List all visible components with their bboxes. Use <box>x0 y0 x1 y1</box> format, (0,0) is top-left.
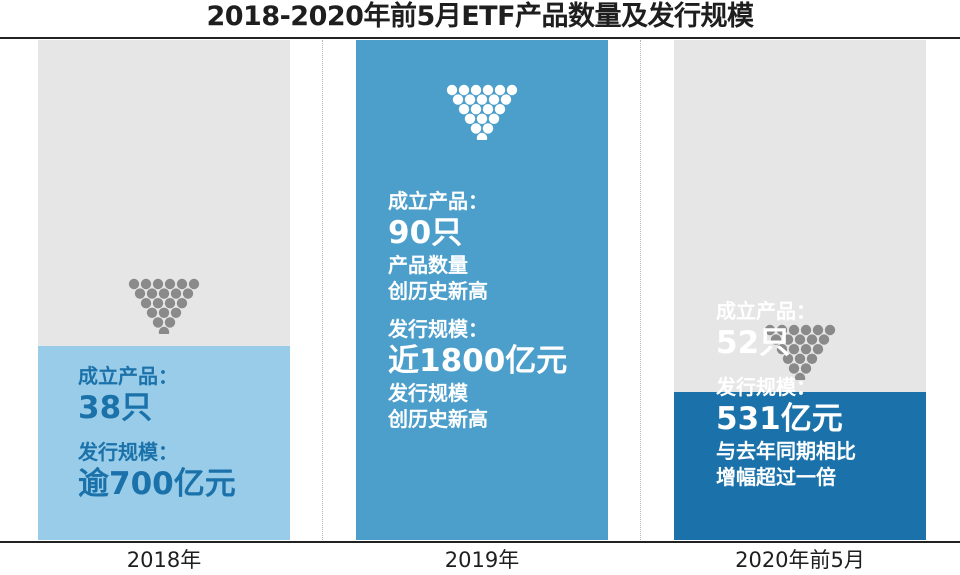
funnel-dot <box>176 298 188 309</box>
funnel-dot <box>794 372 806 380</box>
funnel-dot <box>812 324 824 336</box>
funnel-dot <box>146 288 158 299</box>
funnel-dot <box>164 278 176 290</box>
bar-2020 <box>674 392 926 540</box>
funnel-dot <box>800 324 812 336</box>
funnel-dot <box>476 94 488 105</box>
scale-label: 发行规模： <box>78 440 178 464</box>
funnel-dots-icon <box>128 278 200 334</box>
count-label: 成立产品： <box>78 364 178 388</box>
funnel-dot <box>788 324 800 336</box>
funnel-dot <box>818 334 830 345</box>
x-tick-label: 2019年 <box>444 548 520 572</box>
funnel-dot <box>158 307 170 318</box>
funnel-dot <box>476 132 488 140</box>
scale-label: 发行规模： <box>388 317 488 341</box>
funnel-dots-icon <box>764 324 836 380</box>
count-value: 38只 <box>78 390 153 426</box>
funnel-dot <box>494 104 506 115</box>
funnel-dot <box>824 324 836 336</box>
funnel-dot <box>446 84 458 96</box>
top-rule <box>0 37 960 39</box>
column-separator <box>640 40 641 540</box>
funnel-dot <box>464 113 476 124</box>
funnel-dot <box>794 334 806 345</box>
funnel-dot <box>452 94 464 105</box>
count-value: 90只 <box>388 215 463 251</box>
funnel-dot <box>806 353 818 364</box>
funnel-dot <box>140 278 152 290</box>
count-label: 成立产品： <box>716 299 816 323</box>
count-note-line: 创历史新高 <box>388 279 488 303</box>
funnel-dot <box>176 278 188 290</box>
funnel-dot <box>806 334 818 345</box>
funnel-dot <box>776 344 788 355</box>
funnel-dot <box>482 123 494 134</box>
chart-title: 2018-2020年前5月ETF产品数量及发行规模 <box>206 1 754 32</box>
funnel-dot <box>164 298 176 309</box>
bar-2018 <box>38 346 290 540</box>
funnel-dot <box>152 317 164 328</box>
funnel-dot <box>782 353 794 364</box>
funnel-dot <box>152 298 164 309</box>
scale-note-line: 增幅超过一倍 <box>716 465 836 489</box>
funnel-dot <box>788 344 800 355</box>
funnel-dot <box>500 94 512 105</box>
funnel-dot <box>182 288 194 299</box>
funnel-dot <box>164 317 176 328</box>
funnel-dot <box>140 298 152 309</box>
funnel-dot <box>134 288 146 299</box>
funnel-dot <box>482 104 494 115</box>
funnel-dot <box>146 307 158 318</box>
baseline-rule <box>0 541 960 543</box>
funnel-dot <box>788 363 800 374</box>
x-tick-label: 2018年 <box>126 548 202 572</box>
scale-label: 发行规模： <box>716 375 816 399</box>
funnel-dot <box>158 326 170 334</box>
funnel-dot <box>470 123 482 134</box>
funnel-dot <box>464 94 476 105</box>
column-separator <box>322 40 323 540</box>
funnel-dot <box>488 94 500 105</box>
funnel-dot <box>812 344 824 355</box>
funnel-dot <box>488 113 500 124</box>
scale-value: 531亿元 <box>716 401 843 437</box>
scale-value: 逾700亿元 <box>78 466 236 502</box>
funnel-dot <box>494 84 506 96</box>
panel-2020-text: 成立产品： 52只 发行规模： 531亿元 与去年同期相比 增幅超过一倍 <box>716 298 921 490</box>
funnel-dot <box>170 288 182 299</box>
funnel-dot <box>458 84 470 96</box>
funnel-dot <box>476 113 488 124</box>
panel-2018-text: 成立产品： 38只 发行规模： 逾700亿元 <box>78 363 278 503</box>
scale-note-line: 与去年同期相比 <box>716 439 856 463</box>
funnel-dot <box>482 84 494 96</box>
funnel-dot <box>158 288 170 299</box>
funnel-dot <box>128 278 140 290</box>
count-value: 52只 <box>716 325 791 361</box>
scale-value: 近1800亿元 <box>388 343 568 379</box>
funnel-dot <box>776 324 788 336</box>
funnel-dot <box>764 324 776 336</box>
funnel-dot <box>800 363 812 374</box>
count-note-line: 产品数量 <box>388 253 468 277</box>
scale-note-line: 发行规模 <box>388 381 468 405</box>
funnel-dot <box>470 84 482 96</box>
panel-2019-text: 成立产品： 90只 产品数量 创历史新高 发行规模： 近1800亿元 发行规模 … <box>388 188 603 432</box>
funnel-dot <box>170 307 182 318</box>
funnel-dot <box>794 353 806 364</box>
funnel-dot <box>506 84 518 96</box>
funnel-dot <box>470 104 482 115</box>
scale-note-line: 创历史新高 <box>388 407 488 431</box>
count-label: 成立产品： <box>388 189 488 213</box>
funnel-dot <box>188 278 200 290</box>
x-tick-label: 2020年前5月 <box>735 548 865 572</box>
funnel-dot <box>152 278 164 290</box>
funnel-dots-icon <box>446 84 518 140</box>
funnel-dot <box>458 104 470 115</box>
funnel-dot <box>782 334 794 345</box>
funnel-dot <box>770 334 782 345</box>
funnel-dot <box>800 344 812 355</box>
